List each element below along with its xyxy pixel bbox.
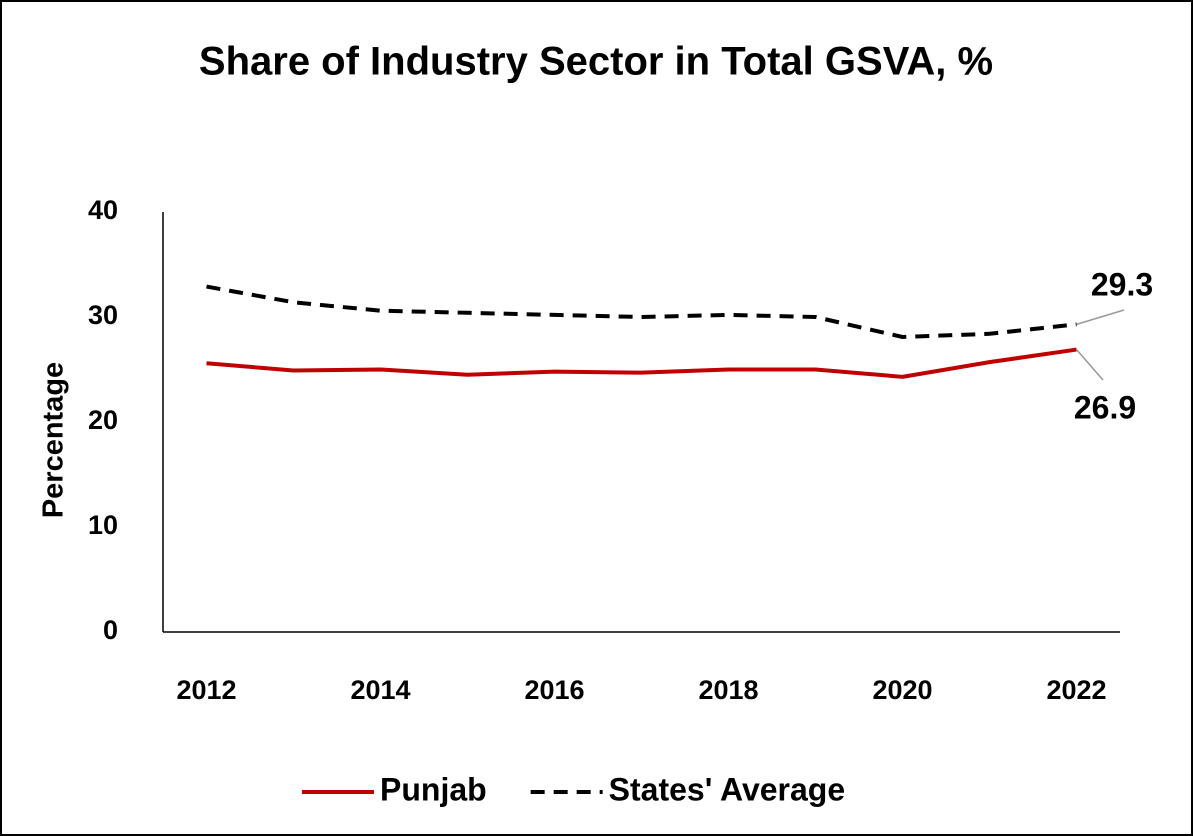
y-tick-label: 40 [88, 195, 118, 225]
leader-line [1075, 349, 1104, 381]
y-tick-label: 0 [103, 615, 118, 645]
legend-label: States' Average [609, 771, 845, 807]
x-tick-label: 2016 [524, 675, 584, 705]
y-tick-label: 10 [88, 510, 118, 540]
y-tick-label: 20 [88, 405, 118, 435]
line-series [206, 347, 1077, 379]
x-tick-label: 2020 [872, 675, 932, 705]
data-label: 29.3 [1091, 266, 1153, 302]
y-tick-label: 30 [88, 300, 118, 330]
legend-label: Punjab [380, 771, 487, 807]
x-tick-label: 2018 [698, 675, 758, 705]
chart-title: Share of Industry Sector in Total GSVA, … [199, 40, 993, 84]
y-axis-label: Percentage [38, 362, 70, 518]
leader-line [1076, 309, 1125, 326]
line-series [206, 284, 1077, 339]
x-tick-label: 2014 [350, 675, 410, 705]
x-tick-label: 2022 [1046, 675, 1106, 705]
x-tick-label: 2012 [176, 675, 236, 705]
data-label: 26.9 [1074, 389, 1136, 425]
